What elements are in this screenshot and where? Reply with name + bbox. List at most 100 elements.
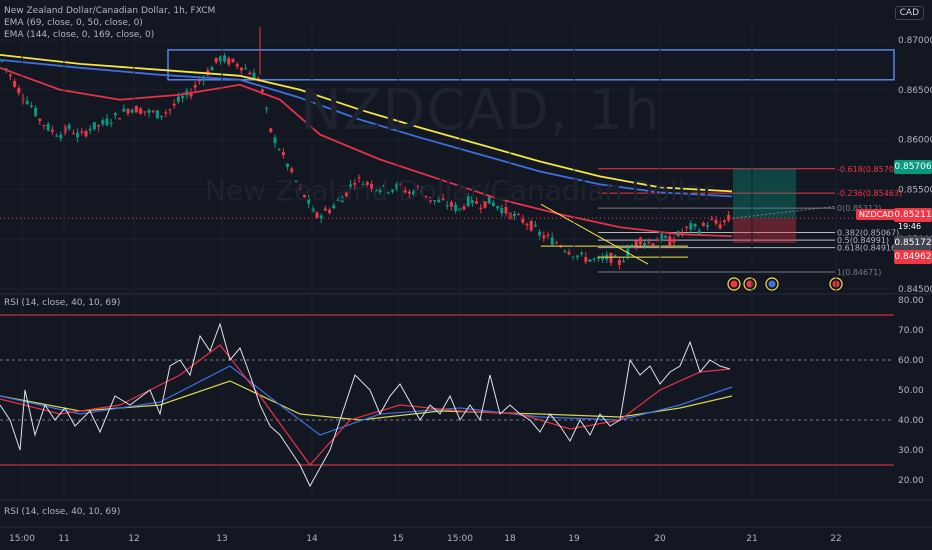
price-label-current: 0.85211 [894, 208, 932, 222]
candle-body [701, 222, 705, 226]
candle-body [672, 239, 676, 243]
candle-body [428, 197, 432, 202]
candle-body [328, 209, 332, 213]
rsi-tick-label: 80.00 [898, 296, 924, 306]
candle-body [391, 189, 395, 192]
candle-body [365, 182, 369, 185]
price-tick-label: 0.85500 [898, 185, 932, 195]
candle-body [378, 190, 382, 193]
candle-body [227, 58, 231, 65]
candle-body [638, 237, 642, 245]
rsi-ma-blue-line [0, 365, 733, 436]
candle-body [601, 257, 605, 260]
candle-body [533, 224, 537, 227]
position-stop-zone [733, 218, 796, 243]
rsi-tick-label: 50.00 [898, 386, 924, 396]
rsi-legend-bottom[interactable]: RSI (14, close, 40, 10, 69) [4, 507, 121, 517]
fib-level-label: 0.618(0.84916) [837, 244, 899, 253]
event-marker-flag-icon [768, 280, 776, 288]
candle-body [575, 255, 579, 258]
candle-body [80, 131, 84, 133]
ema1-legend[interactable]: EMA (69, close, 0, 50, close, 0) [4, 18, 143, 28]
candle-body [84, 131, 88, 137]
candle-body [479, 207, 483, 209]
candle-body [286, 163, 290, 167]
candle-body [34, 107, 38, 116]
candle-body [613, 255, 617, 257]
trendline [540, 203, 649, 265]
candle-body [617, 259, 621, 265]
candle-body [218, 56, 222, 62]
ema2-legend[interactable]: EMA (144, close, 0, 169, close, 0) [4, 30, 155, 40]
candle-body [42, 125, 46, 127]
candle-body [281, 152, 285, 156]
candle-body [487, 196, 491, 204]
ema-yellow-line [0, 53, 733, 193]
candle-body [4, 68, 8, 70]
candle-body [475, 201, 479, 204]
candle-body [223, 55, 227, 62]
candle-body [344, 191, 348, 197]
rsi-tick-label: 70.00 [898, 326, 924, 336]
candle-body [143, 111, 147, 113]
candle-body [483, 201, 487, 208]
candle-body [449, 202, 453, 207]
candle-body [357, 177, 361, 179]
rsi-tick-label: 60.00 [898, 356, 924, 366]
candle-body [407, 191, 411, 194]
candle-body [424, 195, 428, 197]
candle-body [231, 58, 235, 63]
candle-body [88, 128, 92, 131]
candle-body [130, 109, 134, 113]
candle-body [315, 212, 319, 218]
candle-body [260, 89, 264, 92]
candle-body [718, 224, 722, 229]
candle-body [491, 202, 495, 207]
candle-body [126, 109, 130, 114]
candle-body [235, 64, 239, 67]
candle-body [0, 60, 4, 62]
candle-body [210, 67, 214, 71]
candle-body [689, 223, 693, 230]
bar-countdown: 19:46 [898, 222, 922, 231]
time-tick-label: 18 [504, 534, 516, 544]
fib-level-label: 0.382(0.85067) [837, 229, 899, 238]
candle-body [147, 109, 151, 113]
candle-body [706, 225, 710, 227]
candle-body [697, 230, 701, 234]
candle-body [193, 84, 197, 88]
event-marker-flag-icon [730, 280, 738, 288]
price-tick-label: 0.86000 [898, 136, 932, 146]
candle-body [592, 258, 596, 260]
candle-body [105, 118, 109, 126]
candle-body [202, 77, 206, 81]
candle-body [13, 81, 17, 87]
candle-body [655, 239, 659, 242]
candle-body [134, 106, 138, 113]
time-tick-label: 14 [306, 534, 318, 544]
candle-body [25, 100, 29, 105]
candle-body [151, 111, 155, 113]
time-tick-label: 15:00 [447, 534, 473, 544]
candle-body [659, 233, 663, 241]
candle-body [160, 115, 164, 117]
time-tick-label: 19 [568, 534, 580, 544]
currency-badge[interactable]: CAD [894, 6, 924, 20]
candle-body [668, 236, 672, 246]
fib-level-label: -0.236(0.85463) [837, 189, 902, 198]
candle-body [101, 120, 105, 125]
rsi-ma-yellow-line [0, 380, 733, 421]
candle-body [294, 180, 298, 182]
candle-body [176, 96, 180, 102]
candle-body [512, 213, 516, 217]
rsi-legend-top[interactable]: RSI (14, close, 40, 10, 69) [4, 298, 121, 308]
candle-body [248, 72, 252, 75]
candle-body [521, 218, 525, 223]
time-tick-label: 12 [128, 534, 139, 544]
candle-body [172, 103, 176, 106]
candle-body [714, 220, 718, 224]
candle-body [567, 252, 571, 255]
candle-body [609, 252, 613, 263]
candle-body [113, 113, 117, 116]
